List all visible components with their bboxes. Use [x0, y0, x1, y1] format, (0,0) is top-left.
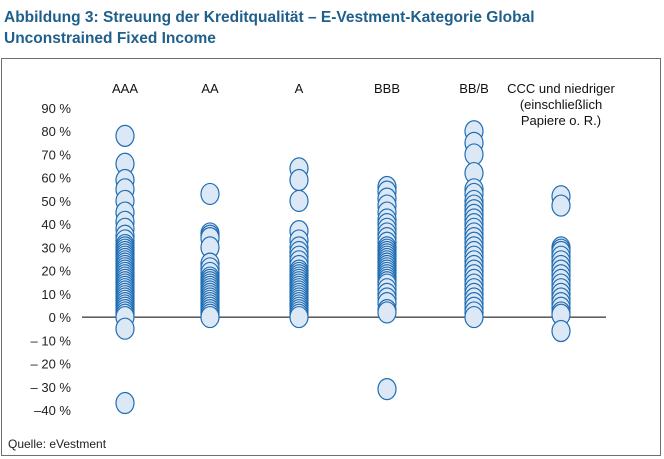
y-tick-label: 10 %: [41, 287, 71, 302]
chart-title-line-1: Abbildung 3: Streuung der Kreditqualität…: [4, 9, 535, 26]
y-tick-label: 60 %: [41, 171, 71, 186]
data-point: [289, 305, 309, 329]
category-label: AAA: [112, 81, 138, 96]
category-label: CCC und niedriger: [507, 81, 615, 96]
y-tick-label: 0 %: [49, 310, 72, 325]
category-label: (einschließlich: [520, 97, 602, 112]
category-label: A: [295, 81, 304, 96]
chart-title: Abbildung 3: Streuung der Kreditqualität…: [4, 7, 654, 49]
data-point: [377, 377, 397, 401]
y-axis: 90 % 80 % 70 % 60 % 50 % 40 % 30 % 20 % 10 % 0 % –…: [31, 101, 72, 418]
y-tick-label: 90 %: [41, 101, 71, 116]
category-label: AA: [201, 81, 219, 96]
y-tick-label: 70 %: [41, 147, 71, 162]
data-point: [289, 189, 309, 213]
category-label: BBB: [374, 81, 400, 96]
y-tick-label: – 30 %: [31, 380, 72, 395]
data-point: [289, 168, 309, 192]
y-tick-label: –40 %: [34, 403, 71, 418]
data-points: [115, 120, 571, 415]
data-point: [464, 143, 484, 166]
data-point: [115, 317, 135, 340]
y-tick-label: 80 %: [41, 124, 71, 139]
category-label: BB/B: [459, 81, 489, 96]
data-point: [200, 182, 220, 206]
data-point: [115, 391, 135, 415]
y-tick-label: 20 %: [41, 264, 71, 279]
y-tick-label: 40 %: [41, 217, 71, 232]
y-tick-label: 50 %: [41, 194, 71, 209]
y-tick-label: – 10 %: [31, 333, 72, 348]
category-labels: AAA AA A BBB BB/B CCC und niedriger(einschlie…: [112, 81, 616, 128]
data-point: [551, 194, 571, 217]
chart-title-line-2: Unconstrained Fixed Income: [4, 30, 216, 47]
data-point: [377, 301, 397, 324]
source-note: Quelle: eVestment: [8, 437, 107, 451]
chart-frame: [1, 58, 661, 456]
data-point: [115, 124, 135, 147]
y-tick-label: – 20 %: [31, 357, 72, 372]
category-label: Papiere o. R.): [521, 113, 601, 128]
data-point: [551, 319, 571, 343]
data-point: [200, 305, 220, 329]
y-tick-label: 30 %: [41, 240, 71, 255]
data-point: [464, 305, 484, 329]
